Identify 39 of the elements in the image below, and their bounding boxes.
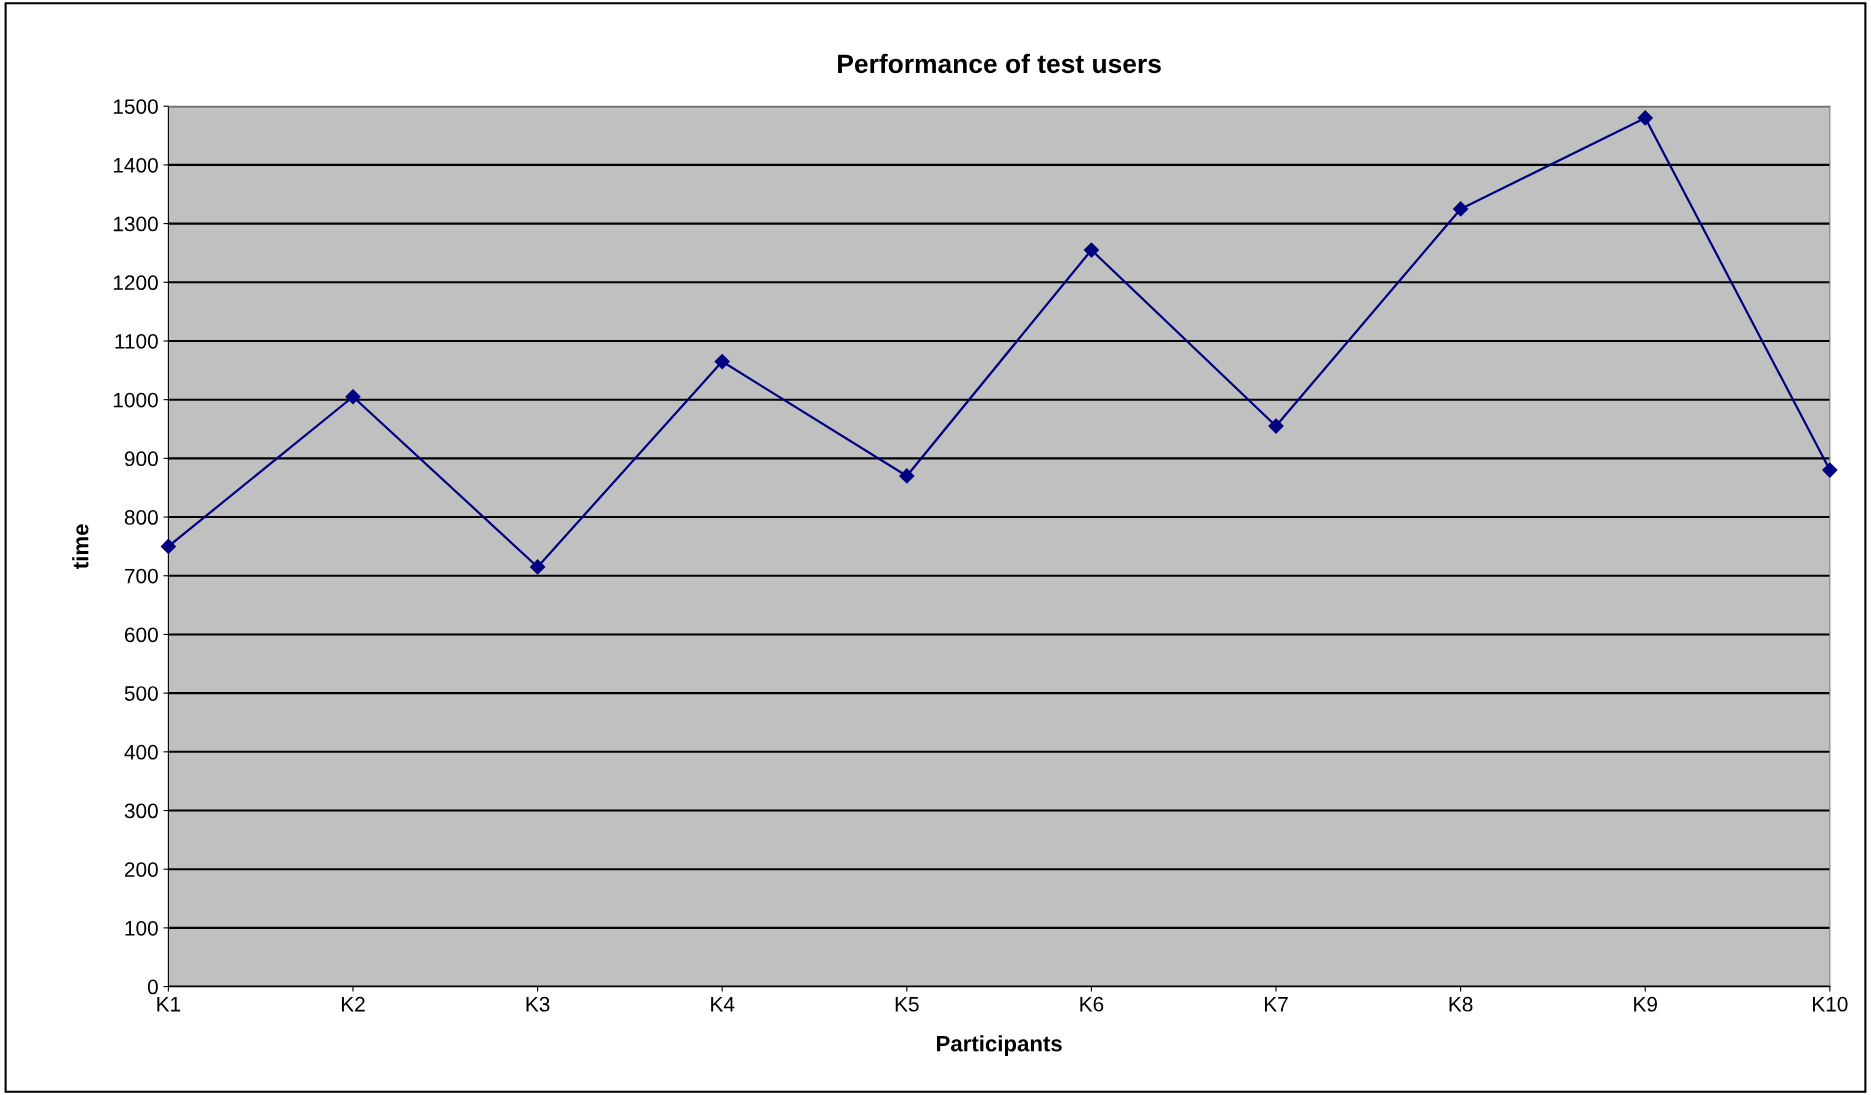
y-tick-label: 200 [124, 862, 158, 877]
y-tick-label: 1500 [113, 99, 158, 114]
point [1637, 110, 1653, 126]
x-tick-label: K4 [711, 997, 735, 1012]
point [530, 559, 546, 575]
x-tick-label: K2 [341, 996, 365, 1012]
x-tick-label: K10 [1813, 996, 1848, 1012]
y-tick-label: 1000 [113, 392, 158, 408]
y-tick-label: 800 [124, 510, 158, 525]
y-tick-label: 100 [125, 920, 158, 936]
x-tick-label: K9 [1634, 996, 1657, 1012]
point [345, 389, 361, 405]
point [714, 353, 730, 370]
x-tick-label: K6 [1080, 996, 1104, 1012]
point [899, 468, 915, 484]
y-tick-label: 700 [124, 568, 158, 584]
y-tick-label: 1100 [115, 333, 158, 349]
y-tick-label: 900 [124, 451, 158, 467]
y-tick-label: 500 [124, 686, 158, 701]
point [1453, 201, 1469, 217]
point [1083, 242, 1099, 258]
y-tick-label: 1400 [113, 157, 158, 173]
y-tick-label: 400 [124, 744, 158, 760]
y-tick-label: 300 [124, 803, 158, 819]
x-tick-label: K3 [526, 996, 550, 1012]
point [1268, 418, 1284, 434]
y-tick-label: 600 [124, 627, 158, 643]
x-tick-label: K5 [895, 997, 919, 1012]
y-tick-label: 1300 [113, 216, 158, 232]
point [160, 538, 176, 554]
x-axis-title: Participants [937, 1035, 1062, 1056]
y-axis-title: time [72, 524, 89, 569]
y-tick-label: 0 [147, 979, 158, 995]
x-tick-label: K1 [157, 997, 181, 1012]
y-tick-label: 1200 [113, 275, 158, 291]
chart-title: Performance of test users [838, 53, 1161, 74]
point [1822, 462, 1838, 478]
x-tick-label: K7 [1264, 997, 1288, 1012]
x-tick-label: K8 [1449, 996, 1473, 1012]
